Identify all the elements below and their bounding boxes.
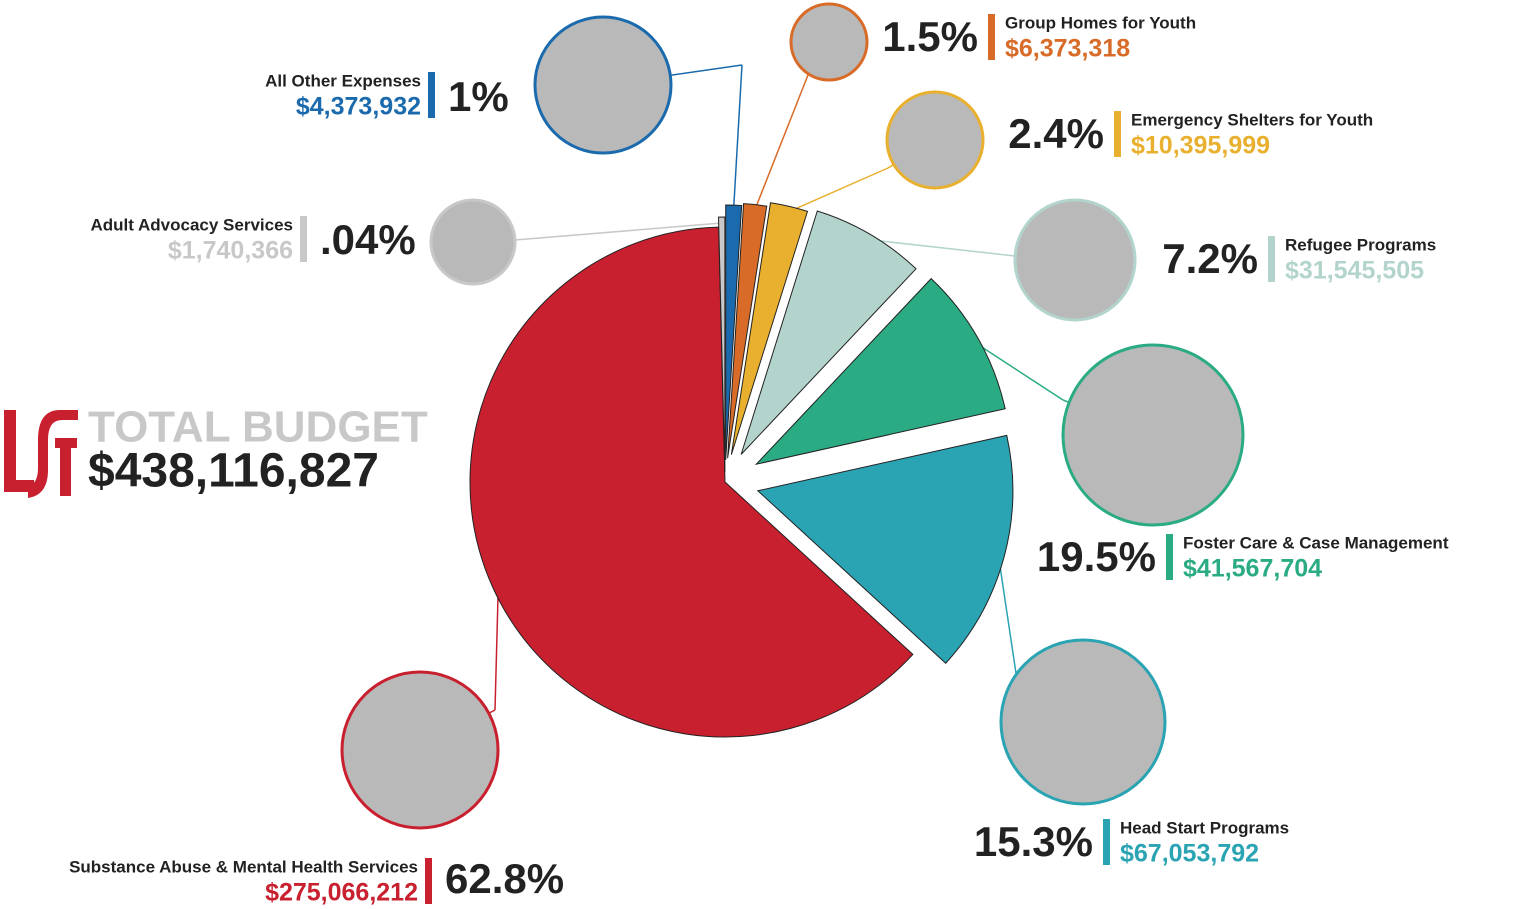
photo	[1063, 345, 1243, 525]
photo	[1015, 200, 1135, 320]
logo	[4, 410, 78, 498]
percent-label: 19.5%	[1037, 533, 1156, 580]
percent-label: 7.2%	[1162, 235, 1258, 282]
percent-label: 1%	[448, 73, 509, 120]
label-bar	[988, 14, 995, 60]
percent-label: 15.3%	[974, 818, 1093, 865]
total-amount: $438,116,827	[88, 445, 379, 498]
photo	[535, 17, 671, 153]
category-label: Refugee Programs	[1285, 235, 1436, 254]
connector	[495, 585, 498, 710]
label-bar	[425, 858, 432, 904]
category-label: Foster Care & Case Management	[1183, 533, 1449, 552]
percent-label: .04%	[320, 216, 416, 263]
infographic: TOTAL BUDGET $438,116,827 All Other Expe…	[0, 0, 1519, 909]
amount-label: $275,066,212	[265, 879, 418, 907]
percent-label: 1.5%	[882, 13, 978, 60]
category-label: Emergency Shelters for Youth	[1131, 110, 1373, 129]
category-label: Substance Abuse & Mental Health Services	[69, 857, 418, 876]
photo	[1001, 640, 1165, 804]
label-bar	[428, 72, 435, 118]
amount-label: $10,395,999	[1131, 132, 1270, 160]
amount-label: $4,373,932	[296, 93, 421, 121]
connector	[755, 75, 808, 211]
label-bar	[1114, 111, 1121, 157]
category-label: All Other Expenses	[265, 71, 421, 90]
amount-label: $6,373,318	[1005, 35, 1130, 63]
label-bar	[300, 216, 307, 262]
connector	[733, 65, 742, 211]
connector	[788, 168, 888, 212]
amount-label: $67,053,792	[1120, 840, 1259, 868]
category-label: Adult Advocacy Services	[90, 215, 293, 234]
percent-label: 2.4%	[1008, 110, 1104, 157]
photo	[887, 92, 983, 188]
percent-label: 62.8%	[445, 855, 564, 902]
label-bar	[1268, 236, 1275, 282]
amount-label: $31,545,505	[1285, 257, 1424, 285]
amount-label: $41,567,704	[1183, 555, 1322, 583]
category-label: Group Homes for Youth	[1005, 13, 1196, 32]
amount-label: $1,740,366	[168, 237, 293, 265]
photo	[342, 672, 498, 828]
label-bar	[1103, 819, 1110, 865]
label-bar	[1166, 534, 1173, 580]
photo	[431, 200, 515, 284]
category-label: Head Start Programs	[1120, 818, 1289, 837]
photo	[791, 4, 867, 80]
